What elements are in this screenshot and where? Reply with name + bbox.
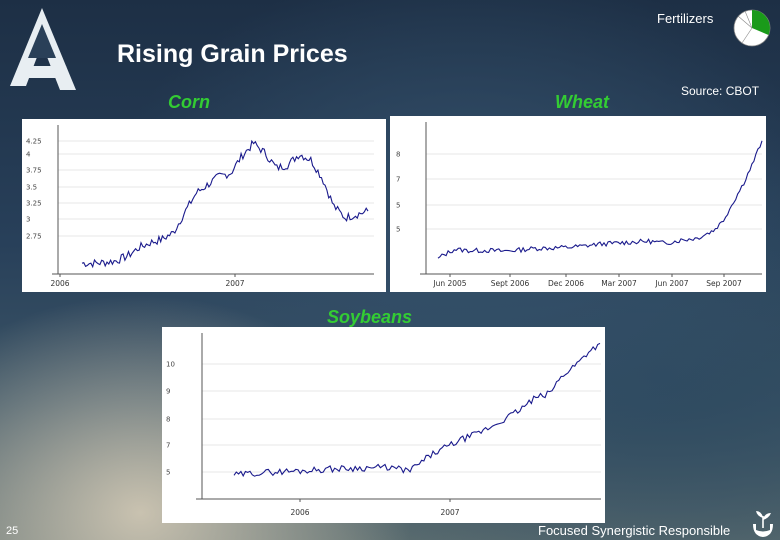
- soybeans-chart-title: Soybeans: [327, 307, 413, 327]
- wheat-y-tick-label: 5: [396, 202, 400, 210]
- company-logo-icon: [10, 8, 76, 90]
- corn-y-tick-label: 3: [26, 216, 30, 224]
- wheat-chart-title: Wheat: [555, 92, 609, 112]
- wheat-chart-svg: 8 7 5 5 Jun 2005 Sept 2006 Dec 2006 Mar 2007 Jun…: [396, 122, 763, 288]
- source-note: Source: CBOT: [681, 84, 760, 98]
- wheat-x-tick-label: Mar 2007: [601, 279, 637, 288]
- wheat-price-line: [437, 140, 763, 259]
- corn-chart-svg: 4.25 4 3.75 3.5 3.25 3 2.75 2006 2007: [26, 125, 374, 288]
- section-pie-icon: [733, 9, 771, 47]
- corn-y-tick-label: 4: [26, 151, 31, 159]
- slide-title: Rising Grain Prices: [117, 40, 348, 68]
- corn-y-tick-label: 3.5: [26, 184, 37, 192]
- corn-x-tick-label: 2006: [50, 279, 69, 288]
- soybeans-y-tick-label: 5: [166, 469, 170, 477]
- corn-y-tick-label: 3.25: [26, 200, 42, 208]
- wheat-x-tick-label: Jun 2007: [654, 279, 688, 288]
- soybeans-price-line: [233, 342, 601, 478]
- corn-y-tick-label: 2.75: [26, 233, 42, 241]
- wheat-x-tick-label: Sep 2007: [706, 279, 742, 288]
- wheat-x-tick-label: Dec 2006: [548, 279, 584, 288]
- wheat-x-tick-label: Jun 2005: [432, 279, 466, 288]
- soybeans-chart-svg: 10 9 8 7 5 2006 2007: [166, 333, 601, 517]
- corn-y-tick-label: 3.75: [26, 167, 42, 175]
- tagline: Focused Synergistic Responsible: [538, 523, 731, 538]
- soybeans-x-tick-label: 2007: [440, 508, 459, 517]
- wheat-x-tick-label: Sept 2006: [491, 279, 530, 288]
- corn-price-line: [81, 139, 369, 269]
- soybeans-y-tick-label: 7: [166, 442, 170, 450]
- section-label: Fertilizers: [657, 11, 714, 26]
- corn-x-tick-label: 2007: [225, 279, 244, 288]
- soybeans-y-tick-label: 9: [166, 388, 170, 396]
- wheat-y-tick-label: 5: [396, 226, 400, 234]
- hand-plant-icon: [753, 511, 773, 537]
- corn-chart: 4.25 4 3.75 3.5 3.25 3 2.75 2006 2007: [22, 119, 386, 292]
- wheat-y-tick-label: 8: [396, 151, 400, 159]
- soybeans-chart: 10 9 8 7 5 2006 2007: [162, 327, 605, 523]
- soybeans-y-tick-label: 10: [166, 361, 175, 369]
- wheat-y-tick-label: 7: [396, 176, 400, 184]
- soybeans-x-tick-label: 2006: [290, 508, 309, 517]
- corn-chart-title: Corn: [168, 92, 210, 112]
- corn-y-tick-label: 4.25: [26, 138, 42, 146]
- wheat-chart: 8 7 5 5 Jun 2005 Sept 2006 Dec 2006 Mar 2007 Jun…: [390, 116, 766, 292]
- page-number: 25: [6, 525, 19, 537]
- soybeans-y-tick-label: 8: [166, 416, 170, 424]
